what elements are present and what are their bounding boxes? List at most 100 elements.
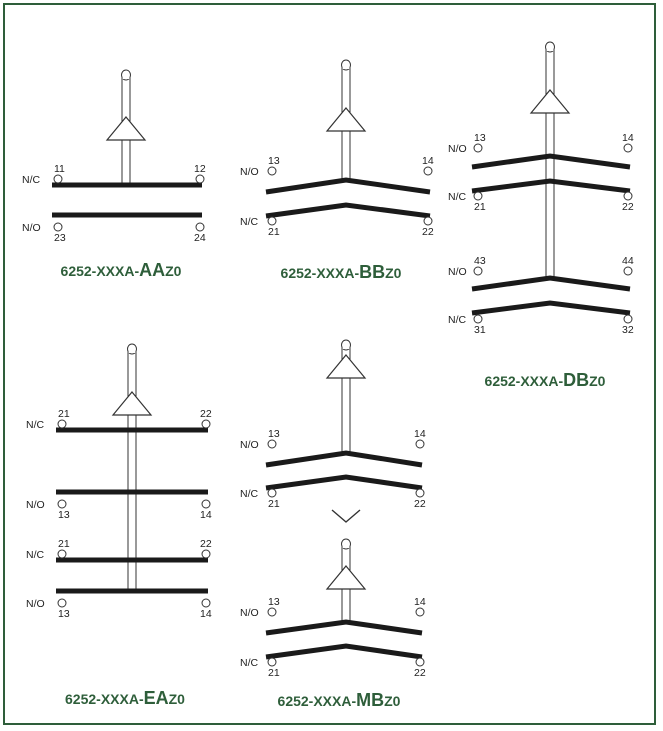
contact-type-label: N/C (240, 657, 259, 669)
plunger-lower (325, 538, 367, 624)
caption-suffix: Z0 (385, 265, 402, 281)
terminal-circle-left (267, 439, 277, 449)
caption-prefix: 6252-XXXA- (278, 693, 357, 709)
contact-no: N/O 13 14 (26, 588, 212, 620)
contact-bar (471, 153, 631, 170)
contact-nc: N/C 21 22 (448, 178, 634, 213)
terminal-number-right: 22 (414, 667, 426, 679)
terminal-circle-left (53, 174, 63, 184)
terminal-number-left: 21 (58, 408, 70, 420)
terminal-number-right: 14 (200, 608, 212, 620)
terminal-circle-right (415, 657, 425, 667)
contact-type-label: N/C (240, 216, 259, 228)
terminal-number-left: 11 (54, 163, 65, 175)
diagram-caption: 6252-XXXA-BBZ0 (281, 262, 402, 282)
terminal-number-right: 22 (622, 201, 634, 213)
terminal-circle-right (415, 488, 425, 498)
caption-suffix: Z0 (589, 373, 606, 389)
contact-no: N/O 13 14 (448, 132, 634, 170)
contact-bar (265, 202, 431, 219)
terminal-circle-right (623, 191, 633, 201)
terminal-circle-right (201, 549, 211, 559)
terminal-number-right: 32 (622, 324, 634, 336)
contact-nc: N/C 21 22 (240, 202, 434, 238)
caption-code: EA (144, 688, 169, 708)
terminal-circle-right (415, 607, 425, 617)
plunger (325, 59, 367, 181)
contact-bar (265, 450, 423, 468)
contact-nc: N/C 31 32 (448, 300, 634, 336)
terminal-circle-left (53, 222, 63, 232)
terminal-circle-left (57, 419, 67, 429)
diagram-caption: 6252-XXXA-MBZ0 (278, 690, 401, 710)
contact-bar (265, 177, 431, 195)
terminal-circle-left (473, 314, 483, 324)
contact-type-label: N/O (22, 222, 41, 234)
diagram-db: N/O 13 14 N/C 21 22 N/O 43 44 N/C 31 32 6252-XXXA-DB… (448, 41, 634, 390)
contact-bar (471, 300, 631, 316)
contact-nc: N/C 21 22 (240, 474, 426, 510)
contact-nc: N/C 11 12 (22, 163, 206, 188)
caption-suffix: Z0 (169, 691, 186, 707)
caption-code: DB (563, 370, 589, 390)
contact-bar (471, 275, 631, 292)
actuator-arrow (111, 391, 153, 416)
terminal-number-left: 21 (268, 667, 280, 679)
terminal-circle-left (473, 191, 483, 201)
contact-bar (265, 474, 423, 491)
contact-no: N/O 13 14 (26, 489, 212, 521)
terminal-number-left: 43 (474, 255, 486, 267)
terminal-number-right: 14 (622, 132, 634, 144)
terminal-circle-left (57, 598, 67, 608)
terminal-circle-left (267, 607, 277, 617)
contact-type-label: N/O (448, 266, 467, 278)
terminal-number-right: 14 (414, 428, 426, 440)
terminal-number-right: 14 (422, 155, 434, 167)
terminal-number-right: 44 (622, 255, 634, 267)
terminal-number-left: 31 (474, 324, 486, 336)
caption-prefix: 6252-XXXA- (65, 691, 144, 707)
plunger-cap-fill (342, 345, 350, 349)
plunger (111, 343, 153, 591)
plunger (105, 69, 147, 185)
terminal-number-left: 23 (54, 232, 66, 244)
plunger-rod (545, 47, 555, 279)
contact-type-label: N/O (240, 166, 259, 178)
terminal-number-left: 13 (58, 608, 70, 620)
terminal-number-right: 12 (194, 163, 206, 175)
contact-bar (471, 178, 631, 194)
contact-no: N/O 23 24 (22, 212, 206, 244)
contact-type-label: N/C (26, 419, 45, 431)
contact-nc: N/C 21 22 (240, 643, 426, 679)
terminal-number-right: 22 (200, 538, 212, 550)
terminal-number-right: 22 (414, 498, 426, 510)
plunger-cap-fill (546, 47, 554, 51)
terminal-circle-left (57, 549, 67, 559)
terminal-number-left: 13 (268, 155, 280, 167)
terminal-number-right: 22 (200, 408, 212, 420)
plunger-cap-fill (128, 349, 136, 353)
diagram-frame (3, 3, 656, 725)
diagram-mb: N/O 13 14 N/C 21 22 N/O 13 14 N/C 21 22 6252-XXXA-MB… (240, 339, 426, 710)
plunger-upper (325, 339, 367, 453)
actuator-arrow (325, 565, 367, 590)
diagram-caption: 6252-XXXA-EAZ0 (65, 688, 185, 708)
terminal-circle-right (423, 166, 433, 176)
contact-type-label: N/C (448, 314, 467, 326)
terminal-number-left: 21 (268, 226, 280, 238)
terminal-number-right: 14 (414, 596, 426, 608)
actuator-arrow (325, 107, 367, 132)
diagram-aa: N/C 11 12 N/O 23 24 6252-XXXA-AAZ0 (22, 69, 206, 280)
plunger-rod (127, 349, 137, 591)
contact-type-label: N/O (448, 143, 467, 155)
contact-type-label: N/O (240, 439, 259, 451)
terminal-circle-right (423, 216, 433, 226)
terminal-circle-left (57, 499, 67, 509)
contact-bar (265, 643, 423, 660)
plunger-cap-fill (122, 75, 130, 79)
plunger (529, 41, 571, 279)
caption-code: BB (359, 262, 385, 282)
terminal-number-right: 22 (422, 226, 434, 238)
caption-suffix: Z0 (165, 263, 182, 279)
terminal-circle-left (267, 166, 277, 176)
